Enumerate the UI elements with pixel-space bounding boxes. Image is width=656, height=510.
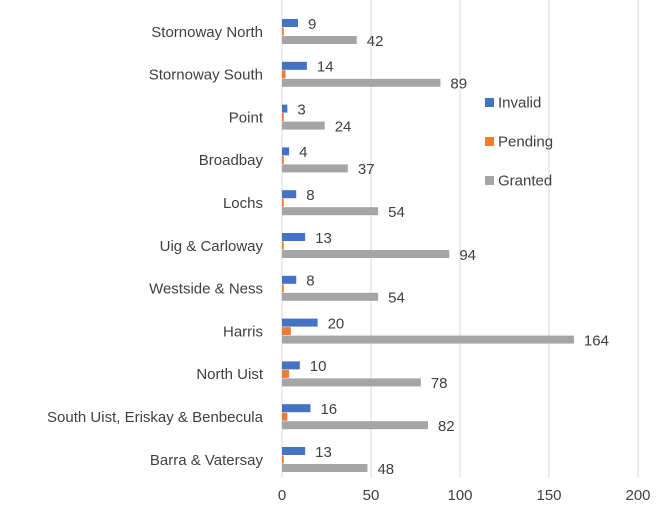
bar-invalid: [282, 19, 299, 27]
bar-invalid: [282, 318, 318, 327]
bar-pending: [282, 327, 291, 336]
category-labels: Stornoway North Stornoway South Point Broad…: [47, 24, 264, 469]
bar-granted: [282, 464, 368, 472]
bar-invalid: [282, 275, 297, 284]
data-label-granted: 82: [438, 418, 455, 435]
category-label: Stornoway North: [151, 24, 263, 41]
bar-pending: [282, 412, 288, 421]
bar-granted: [282, 78, 441, 87]
data-label-invalid: 8: [306, 273, 314, 290]
legend-label-pending: Pending: [498, 134, 553, 151]
data-label-granted: 164: [584, 332, 609, 349]
category-label: Harris: [223, 323, 263, 340]
bar-granted: [282, 207, 379, 216]
bar-pending: [282, 369, 290, 378]
data-label-invalid: 13: [315, 444, 332, 461]
bar-granted: [282, 250, 450, 258]
data-label-invalid: 16: [320, 401, 337, 418]
data-label-granted: 54: [388, 290, 405, 307]
data-label-invalid: 8: [306, 187, 314, 204]
x-tick-label: 200: [625, 487, 650, 504]
bars: [282, 19, 574, 472]
category-label: Lochs: [223, 195, 263, 212]
bar-granted: [282, 335, 574, 344]
data-label-invalid: 4: [299, 144, 307, 161]
bar-granted: [282, 36, 357, 44]
bar-granted: [282, 292, 379, 301]
bar-invalid: [282, 233, 306, 241]
bar-invalid: [282, 404, 311, 413]
data-label-invalid: 3: [297, 101, 305, 118]
data-label-invalid: 20: [328, 315, 345, 332]
x-tick-label: 100: [447, 487, 472, 504]
data-label-invalid: 10: [310, 358, 327, 375]
bar-invalid: [282, 147, 290, 156]
x-tick-label: 0: [278, 487, 286, 504]
bar-pending: [282, 455, 284, 464]
data-label-invalid: 14: [317, 59, 334, 76]
data-label-granted: 78: [431, 375, 448, 392]
bar-invalid: [282, 190, 297, 199]
category-label: Broadbay: [199, 152, 264, 169]
legend-label-invalid: Invalid: [498, 95, 541, 112]
legend: Invalid Pending Granted: [485, 95, 553, 190]
bar-granted: [282, 121, 325, 130]
bar-pending: [282, 155, 284, 164]
bar-invalid: [282, 61, 307, 70]
legend-swatch-pending: [485, 137, 494, 146]
category-label: North Uist: [196, 366, 264, 383]
category-label: Uig & Carloway: [160, 238, 264, 255]
bar-granted: [282, 164, 348, 173]
data-label-granted: 24: [335, 118, 352, 135]
x-tick-label: 50: [363, 487, 380, 504]
data-label-granted: 37: [358, 161, 375, 178]
data-label-granted: 48: [377, 461, 394, 478]
x-tick-label: 150: [536, 487, 561, 504]
data-label-granted: 54: [388, 204, 405, 221]
data-label-invalid: 13: [315, 230, 332, 247]
data-labels: 9 42 14 89 3 24 4 37 8 54 13 94 8 54 20 164 10 78 16 82 13 48: [297, 16, 609, 478]
data-label-invalid: 9: [308, 16, 316, 33]
bar-granted: [282, 421, 428, 430]
bar-invalid: [282, 361, 300, 370]
data-label-granted: 94: [459, 247, 476, 264]
category-label: Westside & Ness: [149, 281, 263, 298]
bar-pending: [282, 241, 284, 250]
bar-pending: [282, 284, 284, 293]
x-axis-ticks: 0 50 100 150 200: [278, 487, 651, 504]
bar-pending: [282, 198, 284, 207]
category-label: Barra & Vatersay: [150, 452, 264, 469]
legend-swatch-invalid: [485, 98, 494, 107]
bar-pending: [282, 70, 286, 79]
bar-pending: [282, 27, 284, 36]
legend-swatch-granted: [485, 176, 494, 185]
category-label: Point: [229, 109, 264, 126]
data-label-granted: 42: [367, 33, 384, 50]
legend-label-granted: Granted: [498, 173, 552, 190]
category-label: South Uist, Eriskay & Benbecula: [47, 409, 264, 426]
bar-invalid: [282, 104, 288, 113]
data-label-granted: 89: [450, 76, 467, 93]
category-label: Stornoway South: [149, 67, 263, 84]
bar-invalid: [282, 447, 306, 455]
bar-granted: [282, 378, 421, 387]
bar-pending: [282, 113, 284, 122]
